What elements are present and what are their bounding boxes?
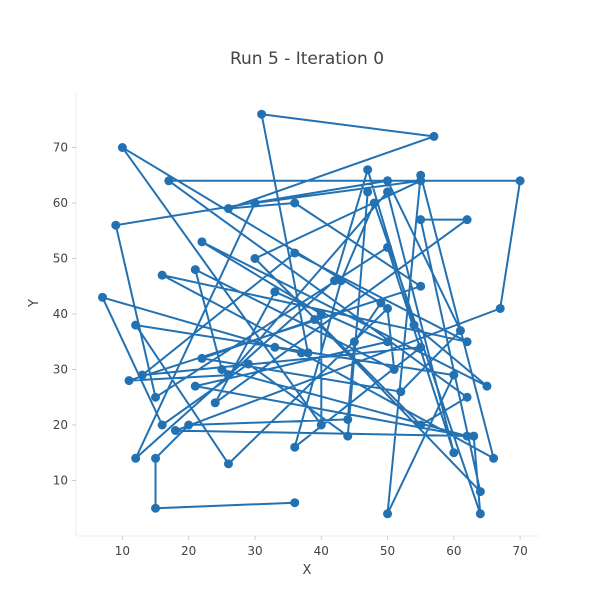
- data-point: [137, 370, 147, 380]
- data-point: [270, 287, 280, 297]
- data-point: [164, 176, 174, 186]
- data-point: [270, 342, 280, 352]
- data-point: [184, 420, 194, 430]
- data-point: [416, 170, 426, 180]
- y-tick-label: 60: [53, 196, 68, 210]
- data-point: [363, 165, 373, 175]
- data-point: [383, 337, 393, 347]
- data-point: [310, 315, 320, 325]
- data-point: [316, 309, 326, 319]
- data-point: [489, 453, 499, 463]
- data-point: [303, 348, 313, 358]
- series-layer: [98, 109, 525, 519]
- data-point: [223, 370, 233, 380]
- data-point: [250, 254, 260, 263]
- data-point: [383, 509, 393, 519]
- data-point: [475, 509, 485, 519]
- data-point: [111, 220, 121, 230]
- data-point: [131, 453, 141, 463]
- chart-title: Run 5 - Iteration 0: [230, 49, 384, 69]
- data-point: [290, 248, 300, 258]
- data-point: [190, 381, 200, 391]
- data-point: [389, 365, 399, 374]
- data-point: [223, 459, 233, 469]
- data-point: [151, 453, 161, 463]
- data-point: [210, 398, 220, 408]
- data-point: [336, 276, 346, 286]
- data-point: [482, 381, 492, 391]
- y-tick-label: 40: [53, 307, 68, 321]
- data-point: [250, 198, 260, 208]
- data-point: [383, 176, 393, 186]
- data-point: [197, 237, 207, 247]
- data-point: [462, 215, 472, 225]
- data-point: [416, 281, 426, 291]
- data-point: [369, 198, 379, 208]
- data-point: [396, 387, 406, 397]
- data-point: [462, 431, 472, 441]
- data-point: [469, 431, 479, 441]
- data-point: [98, 292, 108, 302]
- data-point: [363, 187, 373, 197]
- data-point: [330, 276, 340, 286]
- data-point: [449, 370, 459, 380]
- data-point: [416, 420, 426, 430]
- data-point: [343, 431, 353, 441]
- data-point: [449, 448, 459, 458]
- data-point: [383, 242, 393, 252]
- x-tick-label: 10: [115, 544, 130, 558]
- data-point: [197, 353, 207, 363]
- y-axis-ticks: 10 20 30 40 50 60 70: [53, 141, 76, 488]
- data-point: [416, 215, 426, 225]
- data-point: [124, 376, 134, 386]
- y-axis-label: Y: [27, 299, 42, 308]
- data-point: [462, 337, 472, 347]
- data-point: [190, 265, 200, 275]
- data-point: [217, 365, 227, 374]
- data-point: [170, 426, 180, 436]
- data-point: [455, 326, 465, 336]
- data-point: [495, 303, 505, 313]
- x-axis-ticks: 10 20 30 40 50 60 70: [115, 536, 528, 558]
- data-point: [223, 204, 233, 214]
- data-point: [515, 176, 525, 186]
- data-point: [343, 414, 353, 424]
- data-point: [383, 303, 393, 313]
- data-point: [462, 392, 472, 402]
- data-point: [117, 143, 127, 152]
- data-point: [290, 198, 300, 208]
- x-tick-label: 60: [446, 544, 461, 558]
- series-line: [101, 113, 522, 515]
- data-point: [157, 420, 167, 430]
- y-tick-label: 10: [53, 474, 68, 488]
- data-point: [296, 348, 306, 358]
- data-point: [429, 131, 439, 141]
- x-axis-label: X: [303, 563, 312, 578]
- data-point: [131, 320, 141, 330]
- data-point: [257, 109, 267, 119]
- data-point: [376, 298, 386, 308]
- data-point: [157, 270, 167, 280]
- data-point: [416, 342, 426, 352]
- data-point: [290, 442, 300, 452]
- data-point: [151, 392, 161, 402]
- x-tick-label: 70: [512, 544, 527, 558]
- data-point: [243, 359, 253, 369]
- y-tick-label: 70: [53, 141, 68, 155]
- x-tick-label: 50: [380, 544, 395, 558]
- x-tick-label: 30: [247, 544, 262, 558]
- x-tick-label: 20: [181, 544, 196, 558]
- data-point: [290, 498, 300, 508]
- data-point: [316, 420, 326, 430]
- data-point: [151, 503, 161, 513]
- y-tick-label: 50: [53, 252, 68, 266]
- data-point: [349, 337, 359, 347]
- data-point: [409, 320, 419, 330]
- x-tick-label: 40: [314, 544, 329, 558]
- data-point: [475, 487, 485, 497]
- y-tick-label: 20: [53, 418, 68, 432]
- y-tick-label: 30: [53, 363, 68, 377]
- data-point: [383, 187, 393, 197]
